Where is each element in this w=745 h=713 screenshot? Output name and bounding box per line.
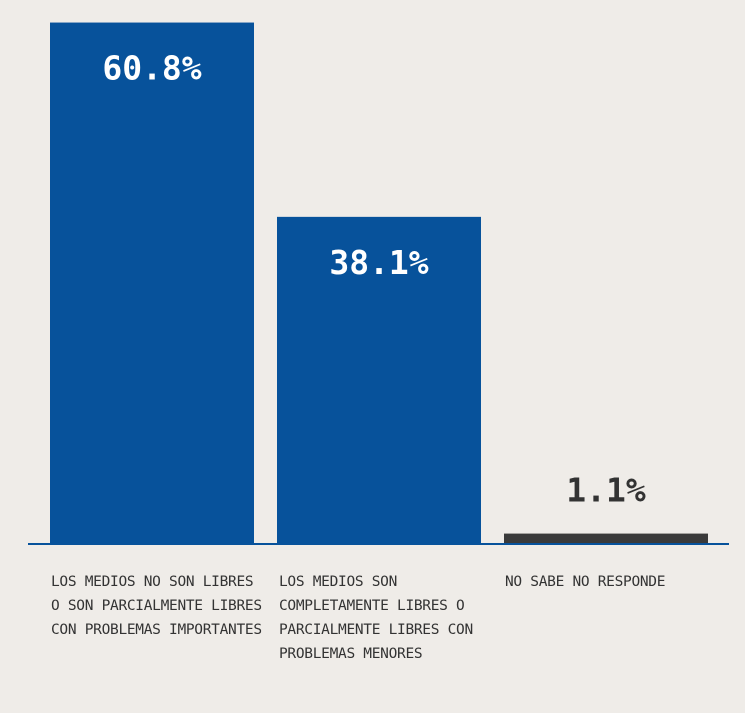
category-label-3: NO SABE NO RESPONDE [505, 574, 666, 590]
bars [50, 22, 708, 543]
bar-1 [50, 22, 254, 543]
bar-3 [504, 533, 708, 543]
bar-2 [277, 216, 481, 543]
bar-value-label-2: 38.1% [329, 243, 428, 282]
category-label-1: LOS MEDIOS NO SON LIBRES O SON PARCIALME… [51, 574, 262, 638]
bar-value-label-3: 1.1% [566, 471, 646, 510]
data-labels: 60.8% 38.1% 1.1% [102, 49, 646, 510]
bar-value-label-1: 60.8% [102, 49, 201, 88]
category-label-2: LOS MEDIOS SON COMPLETAMENTE LIBRES O PA… [279, 574, 473, 662]
